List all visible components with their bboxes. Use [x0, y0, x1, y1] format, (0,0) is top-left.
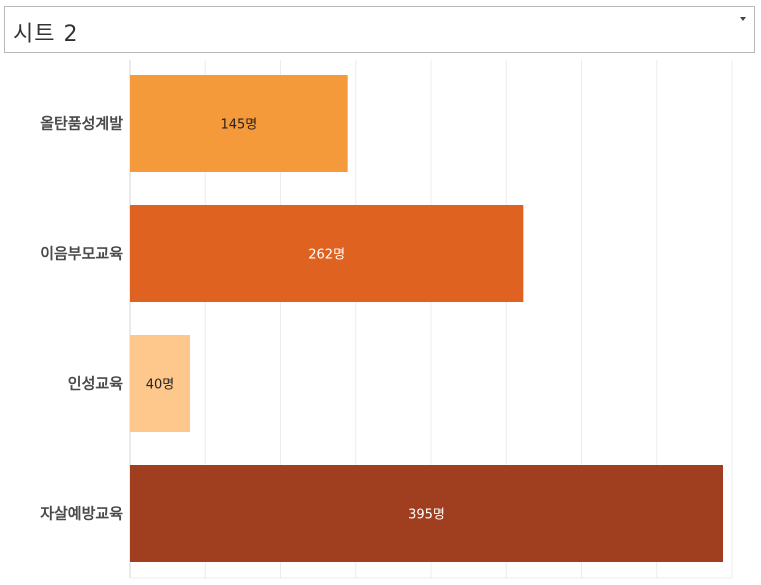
bar[interactable]	[130, 205, 524, 302]
data-label: 145명	[220, 118, 257, 133]
category-label: 올탄품성계발	[40, 115, 123, 133]
data-label: 395명	[408, 508, 445, 523]
bar[interactable]	[130, 465, 723, 562]
data-label: 262명	[308, 248, 345, 263]
category-label: 인성교육	[68, 375, 123, 393]
sheet-title: 시트 2	[13, 22, 79, 47]
category-label: 이음부모교육	[40, 245, 123, 263]
data-label: 40명	[146, 378, 175, 393]
chevron-down-icon[interactable]	[740, 17, 746, 21]
category-label: 자살예방교육	[40, 505, 123, 523]
bars	[130, 75, 723, 562]
bar[interactable]	[130, 75, 348, 172]
data-labels: 145명 262명 40명 395명	[146, 118, 445, 523]
bar[interactable]	[130, 335, 191, 432]
sheet-title-bar: 시트 2	[4, 6, 755, 53]
